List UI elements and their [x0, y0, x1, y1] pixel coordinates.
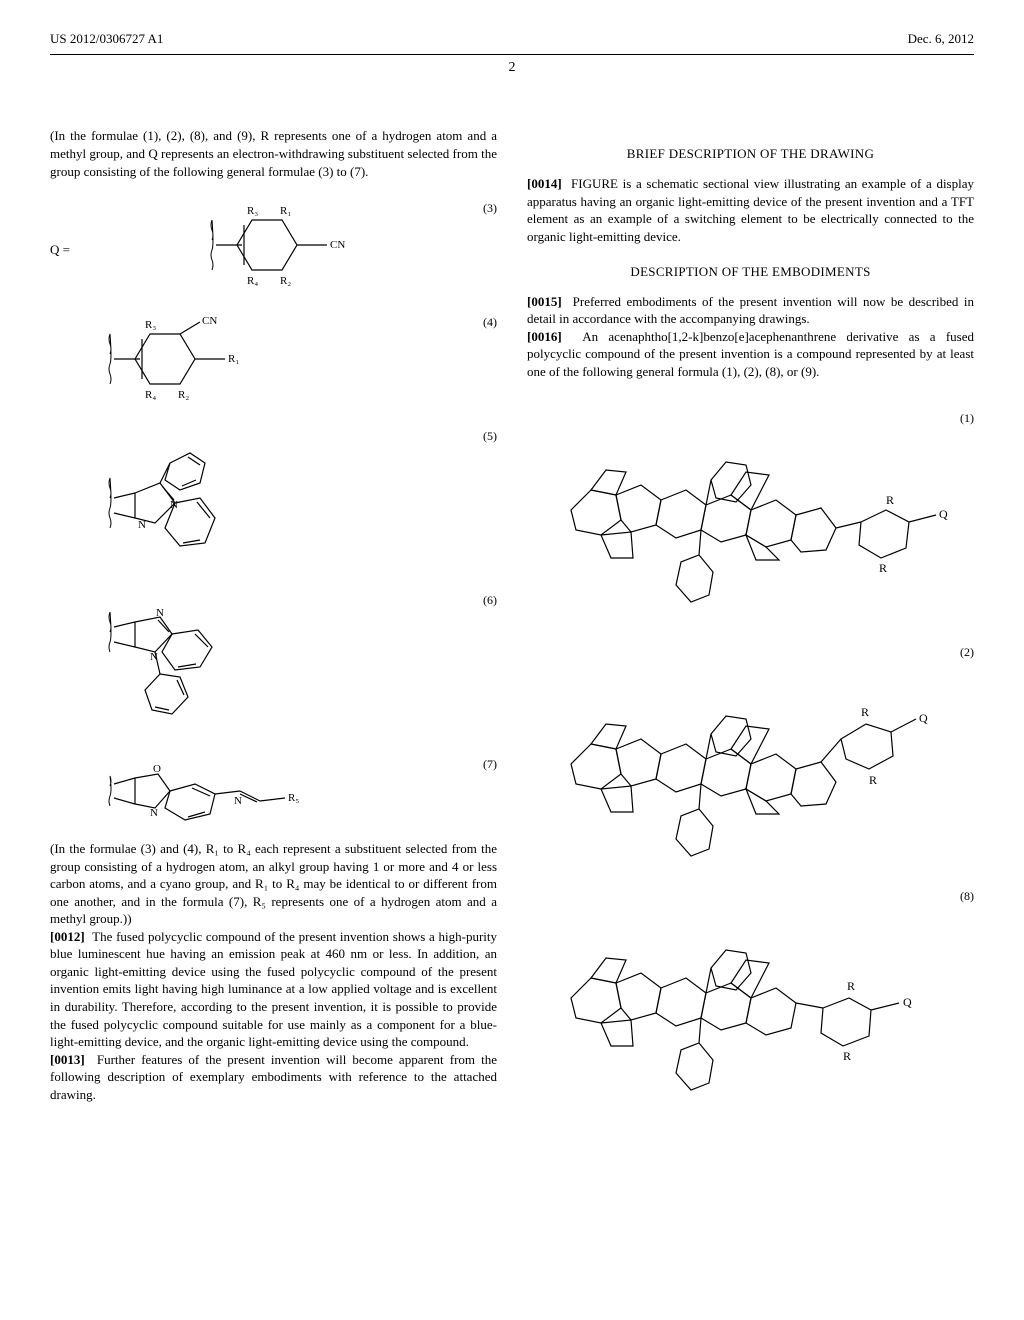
svg-text:R₃: R₃	[145, 319, 156, 331]
formula-6-block: (6) N N	[50, 592, 497, 742]
formula-5-structure: N N	[100, 428, 270, 578]
svg-text:R: R	[886, 493, 894, 507]
formula-6-label: (6)	[483, 592, 497, 608]
svg-text:R₄: R₄	[247, 275, 258, 287]
para-0013: [0013] Further features of the present i…	[50, 1051, 497, 1104]
para-0016: [0016] An acenaphtho[1,2-k]benzo[e]aceph…	[527, 328, 974, 381]
q-equals-label: Q =	[50, 241, 70, 259]
svg-text:N: N	[150, 807, 158, 819]
para-0016-text: An acenaphtho[1,2-k]benzo[e]acephenanthr…	[527, 329, 974, 379]
formula-3-structure: R₃ R₁ R₄ R₂ CN	[202, 200, 372, 300]
formula-7-label: (7)	[483, 756, 497, 772]
para-0016-num: [0016]	[527, 329, 562, 344]
svg-text:N: N	[170, 499, 178, 511]
formula-7-structure: O N N R₅	[100, 756, 310, 826]
para-0014: [0014] FIGURE is a schematic sectional v…	[527, 175, 974, 245]
svg-text:N: N	[138, 519, 146, 531]
formula-4-block: (4) R₃ CN R₄ R₂ R₁	[50, 314, 497, 414]
formula-7-block: (7) O N N	[50, 756, 497, 826]
page-number: 2	[50, 59, 974, 78]
svg-text:R: R	[879, 561, 887, 575]
para-0012-num: [0012]	[50, 929, 85, 944]
para-0013-text: Further features of the present inventio…	[50, 1052, 497, 1102]
formula-2-structure: R R Q	[551, 644, 951, 874]
svg-text:O: O	[153, 763, 161, 775]
left-intro-para: (In the formulae (1), (2), (8), and (9),…	[50, 127, 497, 180]
patent-number: US 2012/0306727 A1	[50, 30, 163, 48]
svg-text:R₃: R₃	[247, 205, 258, 217]
svg-text:R₁: R₁	[280, 205, 291, 217]
header-divider	[50, 54, 974, 55]
para-0012: [0012] The fused polycyclic compound of …	[50, 928, 497, 1051]
svg-text:Q: Q	[919, 711, 928, 725]
formula-1-block: (1)	[527, 410, 974, 630]
left-after-formula-para: (In the formulae (3) and (4), R₁ to R₄ e…	[50, 840, 497, 928]
formula-3-block: (3) Q = R₃ R₁ R₄ R₂ CN	[50, 200, 497, 300]
svg-text:R: R	[861, 705, 869, 719]
svg-text:Q: Q	[903, 995, 912, 1009]
formula-1-structure: R R Q	[551, 410, 951, 630]
svg-text:N: N	[234, 795, 242, 807]
svg-text:N: N	[156, 607, 164, 619]
para-0013-num: [0013]	[50, 1052, 85, 1067]
formula-5-block: (5)	[50, 428, 497, 578]
formula-2-label: (2)	[960, 644, 974, 660]
svg-text:R: R	[869, 773, 877, 787]
content-columns: (In the formulae (1), (2), (8), and (9),…	[50, 127, 974, 1132]
svg-text:R₂: R₂	[178, 389, 189, 401]
heading-drawing: BRIEF DESCRIPTION OF THE DRAWING	[527, 145, 974, 163]
svg-text:R₅: R₅	[288, 792, 299, 804]
formula-8-block: (8)	[527, 888, 974, 1118]
heading-embodiments: DESCRIPTION OF THE EMBODIMENTS	[527, 263, 974, 281]
formula-1-label: (1)	[960, 410, 974, 426]
svg-text:CN: CN	[330, 239, 345, 251]
formula-2-block: (2)	[527, 644, 974, 874]
publication-date: Dec. 6, 2012	[908, 30, 974, 48]
formula-5-label: (5)	[483, 428, 497, 444]
svg-text:R₂: R₂	[280, 275, 291, 287]
formula-6-structure: N N	[100, 592, 270, 742]
formula-8-label: (8)	[960, 888, 974, 904]
svg-text:R₄: R₄	[145, 389, 156, 401]
right-column: BRIEF DESCRIPTION OF THE DRAWING [0014] …	[527, 127, 974, 1132]
para-0015-text: Preferred embodiments of the present inv…	[527, 294, 974, 327]
formula-8-structure: R R Q	[551, 888, 951, 1118]
page-header: US 2012/0306727 A1 Dec. 6, 2012	[50, 30, 974, 48]
para-0012-text: The fused polycyclic compound of the pre…	[50, 929, 497, 1049]
left-column: (In the formulae (1), (2), (8), and (9),…	[50, 127, 497, 1132]
svg-text:R: R	[843, 1049, 851, 1063]
formula-4-structure: R₃ CN R₄ R₂ R₁	[100, 314, 270, 414]
svg-text:R₁: R₁	[228, 353, 239, 365]
para-0014-text: FIGURE is a schematic sectional view ill…	[527, 176, 974, 244]
svg-text:Q: Q	[939, 507, 948, 521]
para-0015-num: [0015]	[527, 294, 562, 309]
formula-4-label: (4)	[483, 314, 497, 330]
svg-text:N: N	[150, 651, 158, 663]
para-0014-num: [0014]	[527, 176, 562, 191]
svg-text:CN: CN	[202, 315, 217, 327]
svg-text:R: R	[847, 979, 855, 993]
formula-3-label: (3)	[483, 200, 497, 216]
para-0015: [0015] Preferred embodiments of the pres…	[527, 293, 974, 328]
